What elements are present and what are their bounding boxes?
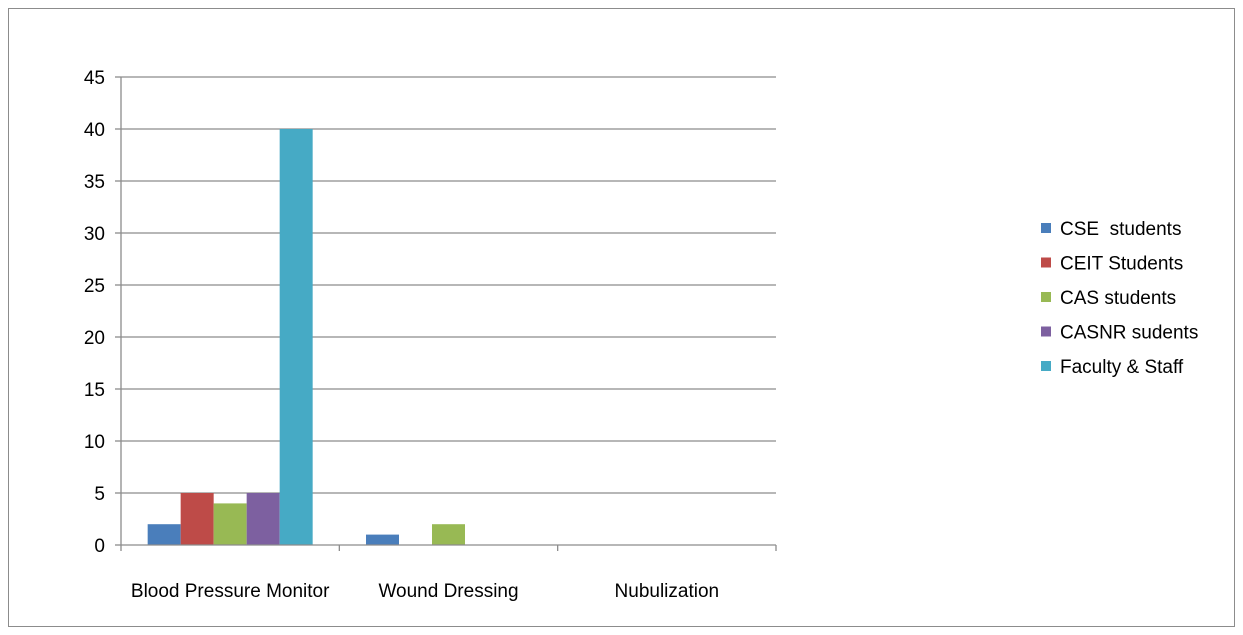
y-axis-ticks: 0 5 10 15 20 25 30 35 40 45 <box>84 68 105 557</box>
legend-swatch <box>1041 257 1051 268</box>
x-axis-categories: Blood Pressure Monitor Wound Dressing Nubu… <box>131 581 719 602</box>
bar <box>432 524 465 545</box>
bar <box>213 503 247 545</box>
y-tick-label: 40 <box>84 120 105 141</box>
x-category-label: Blood Pressure Monitor <box>131 581 330 602</box>
legend: CSE students CEIT Students CAS students CAS… <box>1041 219 1198 378</box>
legend-swatch <box>1041 326 1051 337</box>
bar <box>246 493 280 545</box>
x-category-label: Wound Dressing <box>378 581 518 602</box>
bar <box>147 524 181 545</box>
y-tick-label: 30 <box>84 224 105 245</box>
legend-swatch <box>1041 292 1051 302</box>
bar <box>279 129 313 545</box>
legend-label: CAS students <box>1060 288 1176 309</box>
legend-label: CASNR sudents <box>1060 323 1198 344</box>
y-tick-label: 5 <box>94 484 105 505</box>
legend-label: CEIT Students <box>1060 254 1183 275</box>
y-tick-label: 15 <box>84 380 105 401</box>
legend-label: Faculty & Staff <box>1060 357 1184 378</box>
legend-swatch <box>1041 361 1051 371</box>
axes <box>115 76 777 551</box>
y-tick-label: 20 <box>84 328 105 349</box>
bar <box>180 493 214 545</box>
bars <box>147 129 465 545</box>
y-tick-label: 45 <box>84 68 105 89</box>
y-tick-label: 35 <box>84 172 105 193</box>
y-tick-label: 0 <box>94 536 105 557</box>
gridlines <box>121 76 776 494</box>
bar <box>366 534 399 545</box>
x-category-label: Nubulization <box>615 581 720 602</box>
legend-swatch <box>1041 223 1051 233</box>
legend-label: CSE students <box>1060 219 1181 240</box>
y-tick-label: 10 <box>84 432 105 453</box>
y-tick-label: 25 <box>84 276 105 297</box>
